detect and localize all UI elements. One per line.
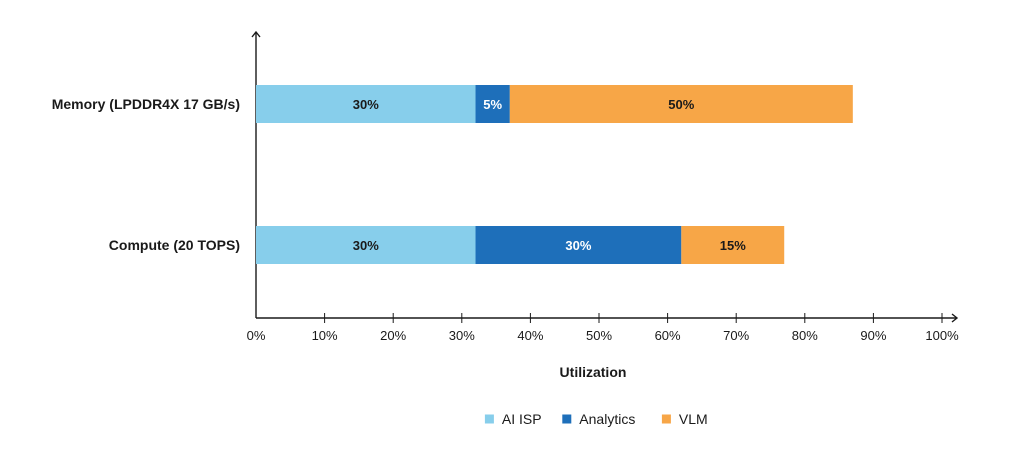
bar-data-label: 30% bbox=[353, 97, 379, 112]
bar-segment-analytics bbox=[475, 85, 510, 123]
bar-segment-vlm bbox=[681, 226, 785, 264]
x-tick-label: 50% bbox=[586, 328, 612, 343]
category-label: Memory (LPDDR4X 17 GB/s) bbox=[52, 96, 240, 112]
category-label: Compute (20 TOPS) bbox=[109, 237, 240, 253]
legend-label: AI ISP bbox=[502, 411, 542, 427]
bar-segment-ai-isp bbox=[256, 85, 476, 123]
x-tick-label: 10% bbox=[312, 328, 338, 343]
bar-segment-vlm bbox=[509, 85, 853, 123]
legend-swatch bbox=[562, 414, 572, 424]
bar-segment-ai-isp bbox=[256, 226, 476, 264]
bars bbox=[256, 85, 853, 264]
legend-label: Analytics bbox=[579, 411, 635, 427]
bar-data-label: 5% bbox=[483, 97, 502, 112]
x-tick-label: 100% bbox=[925, 328, 959, 343]
x-tick-label: 20% bbox=[380, 328, 406, 343]
x-tick-label: 0% bbox=[247, 328, 266, 343]
legend: AI ISP Analytics VLM bbox=[484, 411, 708, 427]
legend-swatch bbox=[661, 414, 671, 424]
x-tick-label: 70% bbox=[723, 328, 749, 343]
legend-label: VLM bbox=[679, 411, 708, 427]
axes: 0% 10% 20% 30% 40% 50% 60% 70% 80% 90% 100% Utiliza… bbox=[247, 30, 959, 380]
bar-segment-analytics bbox=[475, 226, 682, 264]
x-tick-label: 90% bbox=[860, 328, 886, 343]
bar-data-label: 30% bbox=[565, 238, 591, 253]
x-tick-label: 30% bbox=[449, 328, 475, 343]
x-tick-label: 80% bbox=[792, 328, 818, 343]
x-axis-title: Utilization bbox=[560, 364, 627, 380]
labels: Memory (LPDDR4X 17 GB/s) 30% 5% 50% Compute … bbox=[52, 96, 746, 253]
legend-swatch bbox=[484, 414, 494, 424]
bar-data-label: 50% bbox=[668, 97, 694, 112]
x-tick-label: 60% bbox=[655, 328, 681, 343]
bar-data-label: 15% bbox=[720, 238, 746, 253]
x-tick-label: 40% bbox=[517, 328, 543, 343]
bar-data-label: 30% bbox=[353, 238, 379, 253]
